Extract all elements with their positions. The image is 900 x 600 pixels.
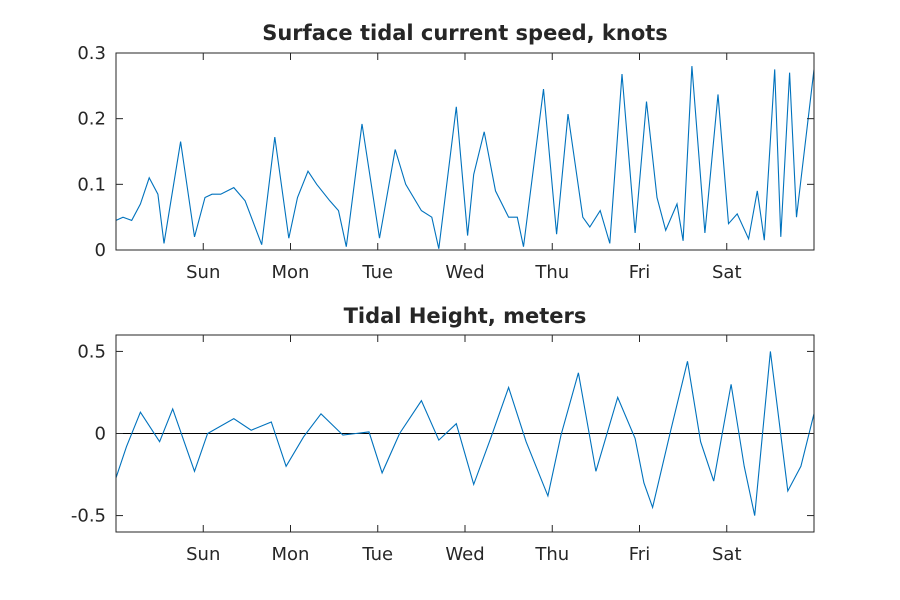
tidal-height-panel: Tidal Height, meters -0.5 0 0.5 Sun Mon Tue We… <box>71 304 815 565</box>
tidal-height-xtick-label: Sun <box>186 544 220 565</box>
current-speed-ytick-label: 0.2 <box>77 109 106 130</box>
current-speed-panel: Surface tidal current speed, knots 0 0.1 0… <box>77 21 815 283</box>
current-speed-ytick-label: 0 <box>95 240 106 261</box>
tidal-height-xtick-label: Sat <box>712 544 742 565</box>
current-speed-xtick-label: Wed <box>445 262 484 283</box>
current-speed-xtick-label: Thu <box>534 262 569 283</box>
tidal-height-ytick-label: 0.5 <box>77 341 106 362</box>
tidal-height-title: Tidal Height, meters <box>344 304 587 328</box>
tidal-height-xtick-label: Fri <box>629 544 650 565</box>
tidal-height-xtick-label: Thu <box>534 544 569 565</box>
current-speed-xtick-label: Sat <box>712 262 742 283</box>
current-speed-title: Surface tidal current speed, knots <box>262 21 668 45</box>
tidal-height-ytick-label: 0 <box>95 424 106 445</box>
current-speed-xtick-label: Mon <box>272 262 310 283</box>
tidal-height-series-line <box>115 351 815 516</box>
current-speed-xtick-label: Tue <box>361 262 393 283</box>
current-speed-series-line <box>115 66 815 249</box>
tidal-height-xtick-label: Tue <box>361 544 393 565</box>
current-speed-xtick-label: Fri <box>629 262 650 283</box>
current-speed-axes-box <box>115 52 815 251</box>
current-speed-xtick-label: Sun <box>186 262 220 283</box>
current-speed-ytick-label: 0.1 <box>77 174 106 195</box>
tidal-height-ytick-label: -0.5 <box>71 506 106 527</box>
tidal-height-xtick-label: Mon <box>272 544 310 565</box>
current-speed-ytick-label: 0.3 <box>77 43 106 64</box>
tidal-height-xtick-label: Wed <box>445 544 484 565</box>
